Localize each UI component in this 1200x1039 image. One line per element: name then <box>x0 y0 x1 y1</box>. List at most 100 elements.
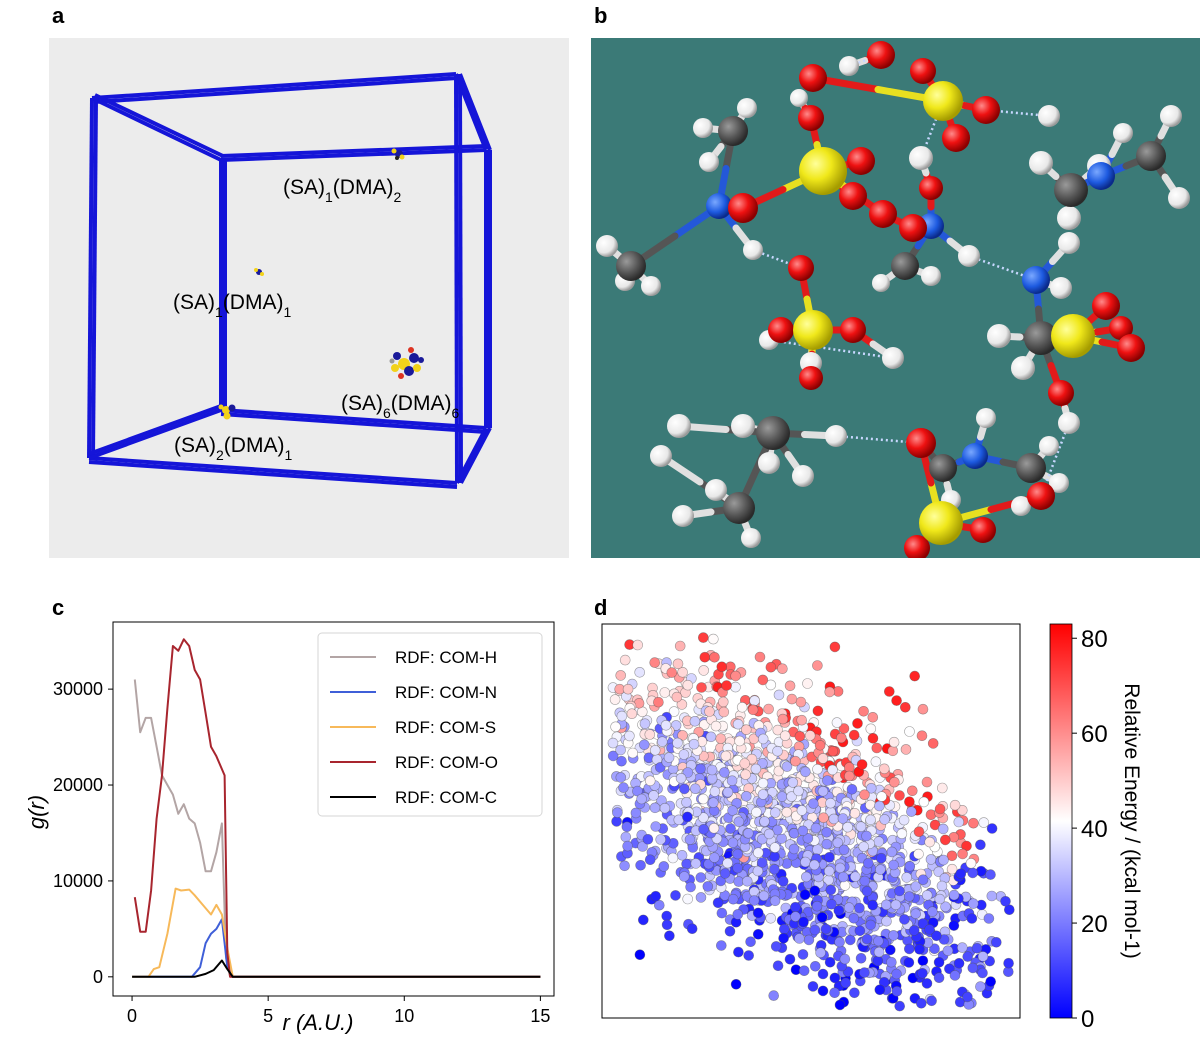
scatter-point <box>742 875 753 887</box>
scatter-point <box>889 776 900 788</box>
hydrogen-atom <box>743 240 763 260</box>
scatter-point <box>990 936 1002 948</box>
scatter-point <box>894 790 905 801</box>
carbon-atom <box>929 454 957 482</box>
scatter-point <box>790 901 801 913</box>
oxygen-atom <box>1092 292 1120 320</box>
hydrogen-atom <box>731 414 755 438</box>
hydrogen-atom <box>976 408 996 428</box>
series-line-1 <box>132 918 541 978</box>
hydrogen-atom <box>1160 105 1182 127</box>
scatter-point <box>779 923 790 935</box>
scatter-point <box>732 862 743 874</box>
scatter-point <box>660 720 672 731</box>
scatter-point <box>699 651 711 663</box>
scatter-point <box>921 978 933 989</box>
panel-label-b: b <box>594 3 608 28</box>
scatter-point <box>690 858 702 869</box>
scatter-point <box>814 740 826 751</box>
scatter-point <box>843 770 855 782</box>
scatter-point <box>875 864 886 875</box>
scatter-point <box>757 733 769 745</box>
scatter-point <box>798 916 809 928</box>
scatter-point <box>686 923 698 935</box>
hydrogen-atom <box>758 452 780 474</box>
scatter-point <box>638 739 650 750</box>
cluster-sa6-dma6-marker <box>389 347 424 379</box>
scatter-point <box>732 909 744 920</box>
scatter-point <box>770 941 782 952</box>
scatter-point <box>753 847 764 858</box>
scatter-point <box>861 933 873 945</box>
hydrogen-atom <box>839 56 859 76</box>
scatter-point <box>788 828 800 839</box>
scatter-point <box>709 852 720 863</box>
scatter-point <box>938 854 949 866</box>
scatter-point <box>769 895 781 907</box>
scatter-point <box>856 759 868 770</box>
scatter-point <box>949 799 961 811</box>
scatter-point <box>962 951 974 962</box>
scatter-point <box>906 785 918 797</box>
scatter-point <box>716 940 727 951</box>
x-axis-label: r (A.U.) <box>283 1010 354 1034</box>
scatter-point <box>676 699 688 710</box>
scatter-point <box>672 737 683 749</box>
carbon-atom <box>1054 173 1088 207</box>
hydrogen-atom <box>1038 105 1060 127</box>
scatter-point <box>695 763 706 775</box>
plot-frame <box>112 621 555 997</box>
scatter-point <box>716 661 728 673</box>
scatter-point <box>757 674 769 686</box>
scatter-point <box>977 951 989 962</box>
oxygen-atom <box>839 182 867 210</box>
scatter-point <box>834 936 845 948</box>
scatter-point <box>733 946 744 958</box>
scatter-point <box>916 730 928 741</box>
scatter-point <box>698 665 709 676</box>
scatter-point <box>985 869 996 880</box>
scatter-point <box>698 812 709 823</box>
scatter-point <box>900 744 912 755</box>
hydrogen-atom <box>741 528 761 548</box>
scatter-point <box>679 783 690 795</box>
scatter-point <box>715 733 726 744</box>
scatter-point <box>661 919 673 931</box>
hydrogen-atom <box>872 274 890 292</box>
scatter-point <box>644 854 656 866</box>
scatter-point <box>879 814 890 825</box>
scatter-point <box>790 911 801 922</box>
scatter-point <box>888 930 899 941</box>
scatter-point <box>910 908 922 920</box>
cluster-label-sa2-dma1: (SA)2(DMA)1 <box>174 434 292 463</box>
scatter-point <box>675 773 687 784</box>
scatter-point <box>894 1000 906 1012</box>
scatter-point <box>719 868 731 879</box>
oxygen-atom <box>788 255 814 281</box>
scatter-point <box>846 784 858 795</box>
carbon-atom <box>1024 321 1058 355</box>
scatter-point <box>797 949 809 960</box>
scatter-point <box>615 744 626 756</box>
scatter-point <box>838 723 850 734</box>
scatter-point <box>986 890 998 902</box>
scatter-point <box>749 695 760 706</box>
scatter-point <box>708 797 719 808</box>
scatter-point <box>699 719 710 730</box>
scatter-point <box>684 834 696 845</box>
scatter-point <box>803 934 815 946</box>
scatter-point <box>772 745 783 757</box>
scatter-point <box>743 950 754 961</box>
y-axis-label: g(r) <box>24 795 49 829</box>
hydrogen-atom <box>790 89 808 107</box>
scatter-point <box>956 805 968 816</box>
scatter-point <box>752 928 764 940</box>
scatter-point <box>859 875 871 887</box>
scatter-point <box>808 798 819 809</box>
oxygen-atom <box>904 535 930 561</box>
oxygen-atom <box>1109 316 1133 340</box>
hydrogen-atom <box>882 347 904 369</box>
scatter-point <box>681 797 692 808</box>
legend-entry-label: RDF: COM-N <box>395 683 497 702</box>
scatter-point <box>607 737 619 749</box>
